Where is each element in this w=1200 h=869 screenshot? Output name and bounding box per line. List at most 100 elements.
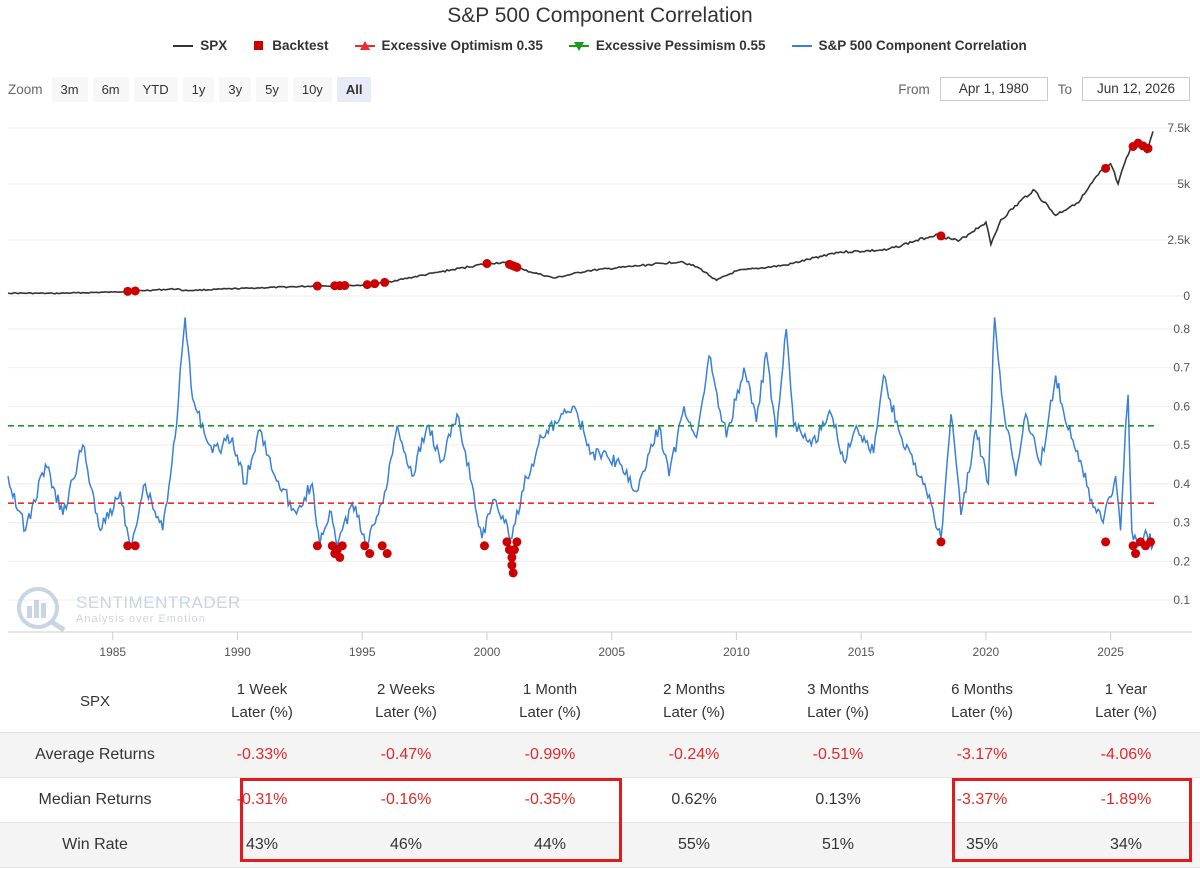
column-header: 6 Months Later (%) xyxy=(910,678,1054,724)
backtest-marker-correlation xyxy=(360,541,370,551)
table-cell: -0.16% xyxy=(380,791,432,808)
line-swatch-icon xyxy=(791,44,812,47)
zoom-button-ytd[interactable]: YTD xyxy=(133,77,178,102)
spx-series-line xyxy=(7,131,1154,295)
column-header: 3 Months Later (%) xyxy=(766,678,910,724)
table-cell: 51% xyxy=(821,836,855,853)
backtest-marker-correlation xyxy=(382,549,392,559)
table-cell: -0.51% xyxy=(812,746,864,763)
highlight-box-long-term xyxy=(952,778,1192,862)
column-header-line: 2 Months xyxy=(663,681,725,698)
backtest-marker-correlation xyxy=(509,545,519,555)
table-cell: -0.33% xyxy=(236,746,288,763)
table-cell: -0.99% xyxy=(524,746,576,763)
from-date-input[interactable]: Apr 1, 1980 xyxy=(939,77,1048,101)
x-axis-tick-label: 2000 xyxy=(474,645,501,659)
backtest-marker-spx xyxy=(123,286,133,296)
corr-axis-tick-label: 0.2 xyxy=(1173,554,1190,568)
watermark-logo: SENTIMENTRADER Analysis over Emotion xyxy=(14,586,241,632)
legend-item-spx[interactable]: SPX xyxy=(173,38,227,53)
x-axis-tick-label: 2010 xyxy=(723,645,750,659)
backtest-marker-correlation xyxy=(365,549,375,559)
column-header: 1 Week Later (%) xyxy=(190,678,334,724)
backtest-marker-spx xyxy=(380,277,390,287)
row-label: Average Returns xyxy=(35,746,155,763)
table-row: Median Returns -0.31% -0.16% -0.35% 0.62… xyxy=(0,778,1200,823)
table-cell: -0.31% xyxy=(236,791,288,808)
backtest-marker-correlation xyxy=(337,541,347,551)
column-header-line: Later (%) xyxy=(231,704,293,721)
table-cell: 34% xyxy=(1109,836,1143,853)
backtest-marker-spx xyxy=(1101,163,1111,173)
legend-item-optimism[interactable]: Excessive Optimism 0.35 xyxy=(354,38,543,53)
row-label: Median Returns xyxy=(38,791,152,808)
zoom-button-3m[interactable]: 3m xyxy=(51,77,88,102)
spx-axis-tick-label: 2.5k xyxy=(1167,233,1191,247)
legend-item-correlation[interactable]: S&P 500 Component Correlation xyxy=(791,38,1027,53)
backtest-marker-correlation xyxy=(479,541,489,551)
backtest-marker-spx xyxy=(362,280,372,290)
zoom-button-1y[interactable]: 1y xyxy=(182,77,215,102)
chart-title: S&P 500 Component Correlation xyxy=(447,4,753,27)
backtest-marker-correlation xyxy=(1131,549,1141,559)
table-row: Average Returns -0.33% -0.47% -0.99% -0.… xyxy=(0,733,1200,778)
spx-axis-tick-label: 5k xyxy=(1177,177,1191,191)
column-header-line: Later (%) xyxy=(519,704,581,721)
watermark-name: SENTIMENTRADER xyxy=(76,593,241,612)
x-axis-tick-label: 1990 xyxy=(224,645,251,659)
highlight-box-short-term xyxy=(240,778,622,862)
backtest-marker-correlation xyxy=(507,552,517,562)
backtest-marker-correlation xyxy=(1146,537,1156,547)
spx-axis-tick-label: 7.5k xyxy=(1167,121,1191,135)
table-cell: 35% xyxy=(965,836,999,853)
column-header-line: Later (%) xyxy=(663,704,725,721)
zoom-button-3y[interactable]: 3y xyxy=(219,77,252,102)
correlation-series-line xyxy=(7,317,1154,551)
to-date-input[interactable]: Jun 12, 2026 xyxy=(1082,77,1190,101)
backtest-marker-spx xyxy=(512,262,522,272)
corr-axis-tick-label: 0.5 xyxy=(1173,438,1190,452)
legend-item-backtest[interactable]: Backtest xyxy=(253,38,329,53)
zoom-bar: Zoom 3m 6m YTD 1y 3y 5y 10y All xyxy=(8,77,372,102)
legend-label: S&P 500 Component Correlation xyxy=(818,38,1027,53)
column-header-line: Later (%) xyxy=(807,704,869,721)
row-header-label: SPX xyxy=(79,692,110,710)
table-cell: 44% xyxy=(533,836,567,853)
x-axis-tick-label: 2025 xyxy=(1097,645,1124,659)
column-header: 1 Month Later (%) xyxy=(478,678,622,724)
backtest-marker-correlation xyxy=(312,541,322,551)
date-range: From Apr 1, 1980 To Jun 12, 2026 xyxy=(898,77,1190,101)
table-cell: 43% xyxy=(245,836,279,853)
corr-axis-tick-label: 0.8 xyxy=(1173,322,1190,336)
spx-axis-tick-label: 0 xyxy=(1183,289,1190,303)
backtest-marker-spx xyxy=(370,279,380,289)
column-header-line: 1 Month xyxy=(522,681,578,698)
triangle-down-swatch-icon xyxy=(568,41,589,51)
column-header-line: 6 Months xyxy=(951,681,1013,698)
table-cell: 46% xyxy=(389,836,423,853)
legend-item-pessimism[interactable]: Excessive Pessimism 0.55 xyxy=(568,38,766,53)
table-cell: -0.35% xyxy=(524,791,576,808)
legend-label: Excessive Optimism 0.35 xyxy=(381,38,543,53)
corr-axis-tick-label: 0.4 xyxy=(1173,477,1190,491)
table-cell: -4.06% xyxy=(1100,746,1152,763)
backtest-marker-correlation xyxy=(508,568,518,578)
zoom-button-5y[interactable]: 5y xyxy=(256,77,288,102)
x-axis-tick-label: 2005 xyxy=(598,645,625,659)
zoom-button-10y[interactable]: 10y xyxy=(292,77,332,102)
column-header-line: Later (%) xyxy=(375,704,437,721)
corr-axis-tick-label: 0.3 xyxy=(1173,516,1190,530)
column-header-line: 2 Weeks xyxy=(376,681,436,698)
sentimentrader-logo-icon xyxy=(17,587,66,632)
legend-label: Excessive Pessimism 0.55 xyxy=(595,38,766,53)
zoom-button-all[interactable]: All xyxy=(336,77,372,102)
column-header-line: 1 Week xyxy=(236,681,288,698)
table-cell: -0.24% xyxy=(668,746,720,763)
backtest-marker-correlation xyxy=(512,537,522,547)
x-axis-tick-label: 1995 xyxy=(349,645,376,659)
column-header-line: Later (%) xyxy=(951,704,1013,721)
zoom-button-6m[interactable]: 6m xyxy=(92,77,129,102)
backtest-marker-correlation xyxy=(123,541,133,551)
x-axis-tick-label: 1985 xyxy=(99,645,126,659)
backtest-marker-correlation xyxy=(507,560,517,570)
